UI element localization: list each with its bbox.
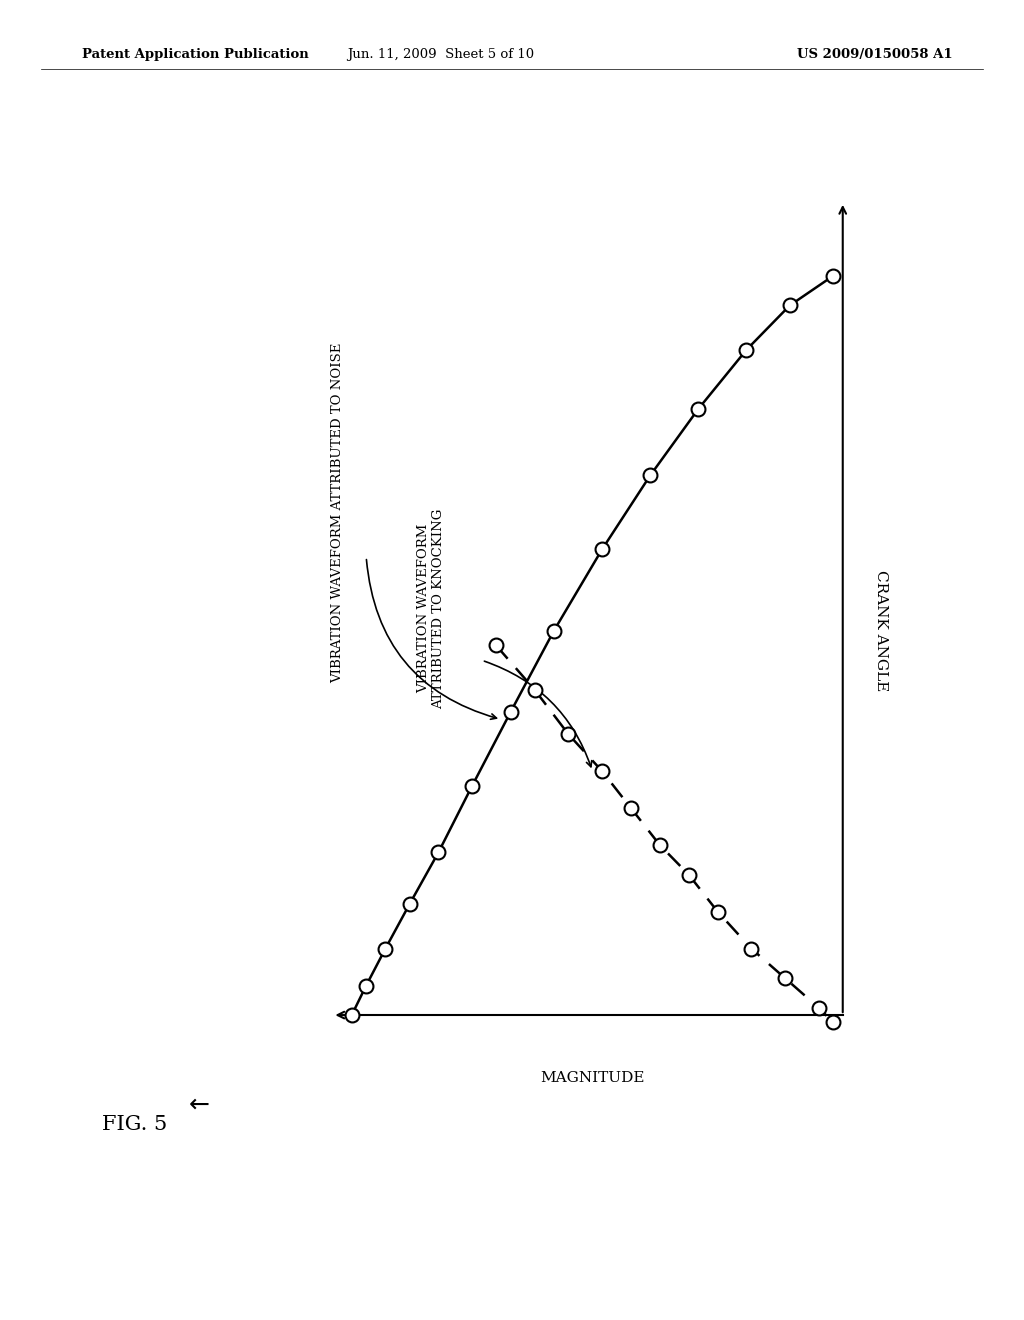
Text: Jun. 11, 2009  Sheet 5 of 10: Jun. 11, 2009 Sheet 5 of 10 [347, 48, 534, 61]
Text: Patent Application Publication: Patent Application Publication [82, 48, 308, 61]
Text: ←: ← [189, 1093, 210, 1117]
Text: US 2009/0150058 A1: US 2009/0150058 A1 [797, 48, 952, 61]
Text: VIBRATION WAVEFORM
ATTRIBUTED TO KNOCKING: VIBRATION WAVEFORM ATTRIBUTED TO KNOCKIN… [417, 508, 445, 709]
Text: VIBRATION WAVEFORM ATTRIBUTED TO NOISE: VIBRATION WAVEFORM ATTRIBUTED TO NOISE [331, 342, 344, 682]
Text: MAGNITUDE: MAGNITUDE [541, 1071, 645, 1085]
Text: CRANK ANGLE: CRANK ANGLE [874, 570, 888, 692]
Text: FIG. 5: FIG. 5 [102, 1115, 168, 1134]
